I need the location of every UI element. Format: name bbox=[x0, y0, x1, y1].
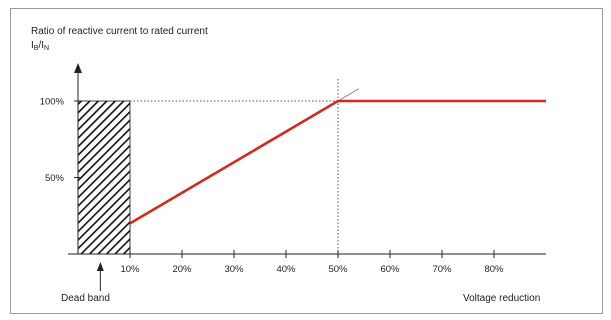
x-tick-label: 60% bbox=[380, 264, 400, 275]
chart-frame: Ratio of reactive current to rated curre… bbox=[10, 8, 603, 314]
y-tick-label: 50% bbox=[45, 173, 65, 184]
slope-extension-line bbox=[337, 88, 360, 102]
x-tick-label: 70% bbox=[432, 264, 452, 275]
x-axis-ticks: 10% 20% 30% 40% 50% 60% 70% 80% bbox=[120, 250, 504, 275]
x-tick-label: 30% bbox=[224, 264, 244, 275]
y-axis-label: IB/IN bbox=[31, 40, 49, 52]
y-axis-arrowhead bbox=[74, 63, 82, 73]
y-tick-label: 100% bbox=[40, 97, 65, 108]
x-tick-label: 20% bbox=[172, 264, 192, 275]
dead-band-area bbox=[77, 100, 131, 255]
x-tick-label: 10% bbox=[120, 264, 140, 275]
y-axis-ticks: 50% 100% bbox=[40, 97, 82, 184]
x-tick-label: 50% bbox=[328, 264, 348, 275]
x-tick-label: 80% bbox=[484, 264, 504, 275]
voltage-support-chart: Ratio of reactive current to rated curre… bbox=[31, 26, 546, 304]
chart-title: Ratio of reactive current to rated curre… bbox=[31, 26, 208, 37]
x-tick-label: 40% bbox=[276, 264, 296, 275]
dead-band-arrowhead bbox=[96, 262, 104, 271]
x-axis-label: Voltage reduction bbox=[463, 293, 540, 304]
dead-band-label: Dead band bbox=[61, 293, 110, 304]
reactive-current-line bbox=[129, 99, 546, 225]
